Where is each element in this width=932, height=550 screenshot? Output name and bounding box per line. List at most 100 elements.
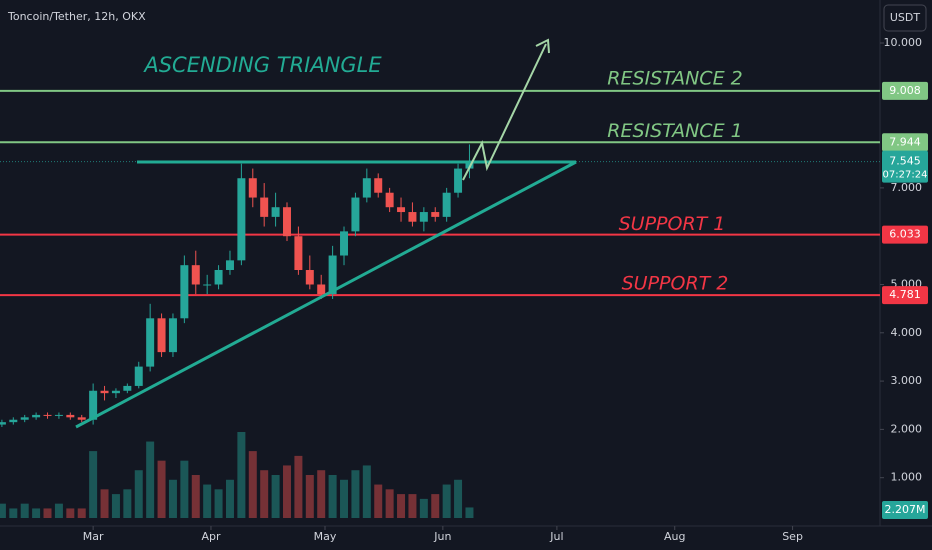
candle-body xyxy=(351,197,360,232)
candle-body xyxy=(43,414,52,416)
countdown: 07:27:24 xyxy=(883,170,928,181)
volume-bar xyxy=(0,503,6,518)
volume-bar xyxy=(180,460,189,518)
level-price: 4.781 xyxy=(889,288,921,301)
volume-bar xyxy=(454,479,463,518)
level-price-box xyxy=(882,133,928,152)
projection-arrow xyxy=(462,43,547,181)
volume-bar xyxy=(283,465,291,518)
volume-bar xyxy=(9,508,18,518)
arrow-head xyxy=(535,38,550,54)
volume-bar xyxy=(66,508,75,518)
current-price-box xyxy=(882,150,928,183)
candle-body xyxy=(89,390,98,420)
volume-bar xyxy=(419,498,428,518)
volume-bar xyxy=(191,475,200,518)
volume-bar xyxy=(271,475,280,518)
volume-layer xyxy=(0,432,474,518)
candle-body xyxy=(180,265,189,319)
volume-bar xyxy=(374,484,383,518)
volume-bar xyxy=(305,475,314,518)
candle-body xyxy=(397,207,406,213)
currency-button[interactable] xyxy=(883,4,927,32)
level-name: SUPPORT 2 xyxy=(622,273,729,295)
level-price-box xyxy=(882,286,928,305)
x-tick-label: Mar xyxy=(83,530,104,543)
volume-bar xyxy=(32,508,41,518)
level-price: 9.008 xyxy=(889,84,921,97)
volume-bar xyxy=(100,489,109,518)
candle-body xyxy=(385,192,394,208)
x-tick-label: Jun xyxy=(433,530,451,543)
candle-body xyxy=(214,270,223,285)
candle-body xyxy=(305,270,314,285)
candle-body xyxy=(431,212,440,217)
level-price: 6.033 xyxy=(889,228,921,241)
volume-bar xyxy=(123,489,132,518)
volume-bar xyxy=(431,494,440,518)
candle-body xyxy=(225,260,234,271)
volume-bar xyxy=(362,465,371,518)
candle-body xyxy=(419,212,428,222)
volume-bar xyxy=(260,470,269,518)
volume-bar xyxy=(157,460,166,518)
pattern-label: ASCENDING TRIANGLE xyxy=(142,53,382,77)
level-name: RESISTANCE 2 xyxy=(607,67,742,89)
candle-body xyxy=(111,390,120,394)
candle-body xyxy=(328,255,337,295)
volume-label: 2.207M xyxy=(885,503,926,516)
volume-bar xyxy=(465,507,474,518)
candle-body xyxy=(0,422,6,425)
candle-body xyxy=(454,168,463,193)
volume-bar xyxy=(294,455,303,518)
x-tick-label: Apr xyxy=(201,530,221,543)
x-tick-label: May xyxy=(314,530,337,543)
volume-bar xyxy=(385,489,394,518)
candles-layer xyxy=(0,144,474,427)
volume-bar xyxy=(408,494,417,518)
volume-bar xyxy=(397,494,406,518)
candle-body xyxy=(203,284,212,286)
y-tick-label: 3.000 xyxy=(891,374,923,387)
volume-bar xyxy=(43,508,52,518)
candle-body xyxy=(66,414,75,418)
candle-body xyxy=(271,207,280,217)
volume-bar xyxy=(351,470,360,518)
y-tick-label: 2.000 xyxy=(891,422,923,435)
candle-body xyxy=(260,197,269,217)
volume-bar xyxy=(54,503,63,518)
volume-bar xyxy=(146,441,155,518)
y-tick-label: 4.000 xyxy=(891,326,923,339)
level-price-box xyxy=(882,225,928,244)
trend-line xyxy=(75,160,577,429)
volume-bar xyxy=(248,451,257,518)
candle-body xyxy=(191,265,200,285)
candle-body xyxy=(32,414,41,418)
candle-body xyxy=(157,318,166,353)
volume-bar xyxy=(328,475,337,518)
level-name: SUPPORT 1 xyxy=(619,213,726,235)
candle-body xyxy=(77,417,86,420)
candle-body xyxy=(374,178,383,193)
current-price: 7.545 xyxy=(889,155,921,168)
candle-body xyxy=(146,318,155,367)
candle-body xyxy=(100,390,109,394)
volume-bar xyxy=(214,489,223,518)
x-tick-label: Aug xyxy=(664,530,685,543)
y-tick-label: 10.000 xyxy=(884,36,923,49)
candle-body xyxy=(123,385,132,391)
volume-bar xyxy=(77,508,86,518)
volume-bar xyxy=(225,479,234,518)
candle-body xyxy=(294,236,303,271)
candle-body xyxy=(20,417,29,420)
level-price: 7.944 xyxy=(889,135,921,148)
volume-bar xyxy=(442,484,451,518)
candle-body xyxy=(408,212,417,222)
candle-body xyxy=(248,178,257,198)
volume-bar xyxy=(237,432,246,518)
volume-bar xyxy=(317,470,326,518)
volume-bar xyxy=(340,479,349,518)
